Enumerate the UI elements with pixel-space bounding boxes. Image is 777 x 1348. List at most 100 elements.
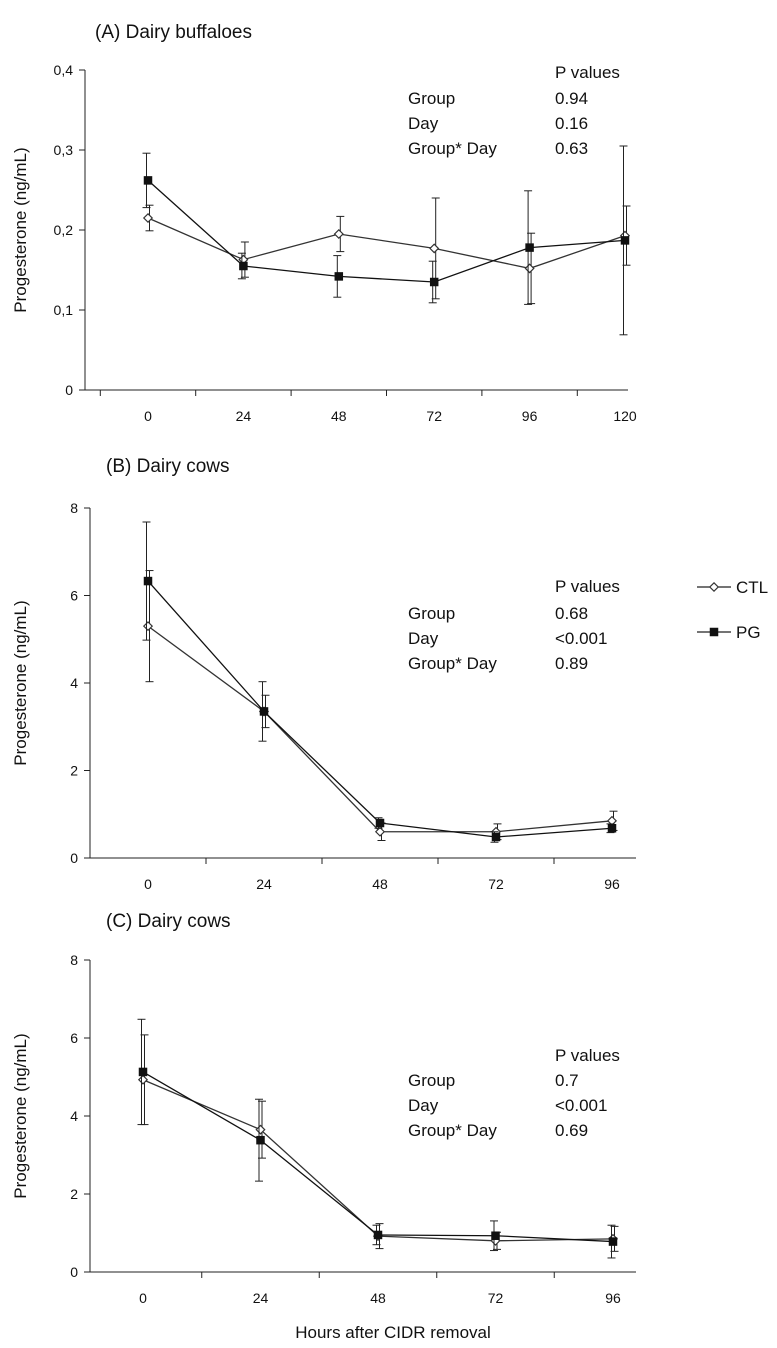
p-values-header: P values xyxy=(555,63,620,82)
y-tick-label: 0 xyxy=(70,850,78,866)
p-values-header: P values xyxy=(555,1046,620,1065)
series-line xyxy=(147,179,626,283)
y-tick-label: 2 xyxy=(70,763,78,779)
data-point xyxy=(491,832,501,842)
x-tick-label: 72 xyxy=(426,408,442,424)
data-point xyxy=(429,277,439,287)
p-value-label: Group* Day xyxy=(408,654,497,673)
series-line xyxy=(147,217,626,270)
data-point xyxy=(138,1067,148,1077)
series-line xyxy=(147,580,613,838)
p-values-header: P values xyxy=(555,577,620,596)
y-tick-label: 6 xyxy=(70,588,78,604)
y-tick-label: 4 xyxy=(70,675,78,691)
data-point xyxy=(375,818,385,828)
data-point xyxy=(239,261,248,271)
data-point xyxy=(255,1124,266,1135)
x-tick-label: 96 xyxy=(605,1290,621,1306)
p-value: 0.63 xyxy=(555,139,588,158)
y-axis-label: Progesterone (ng/mL) xyxy=(11,1033,30,1198)
p-values-table: P values Group 0.7 Day <0.001 Group* Day 0.69 xyxy=(408,1046,620,1140)
p-value-label: Day xyxy=(408,629,439,648)
p-value: 0.7 xyxy=(555,1071,579,1090)
legend-label: PG xyxy=(736,623,761,642)
p-value-label: Group* Day xyxy=(408,1121,497,1140)
legend-marker xyxy=(709,627,719,637)
x-tick-label: 96 xyxy=(604,876,620,892)
p-value-label: Group xyxy=(408,89,455,108)
y-tick-label: 0 xyxy=(65,382,73,398)
chart-title: (C) Dairy cows xyxy=(106,911,231,932)
legend: CTL PG xyxy=(697,578,768,642)
data-point xyxy=(373,1230,383,1240)
y-tick-label: 0,3 xyxy=(54,142,74,158)
y-tick-label: 8 xyxy=(70,952,78,968)
x-tick-label: 72 xyxy=(488,1290,504,1306)
p-value: 0.94 xyxy=(555,89,588,108)
y-tick-label: 0 xyxy=(70,1264,78,1280)
series-line xyxy=(147,625,613,833)
data-point xyxy=(429,243,440,254)
chart-panel-a: (A) Dairy buffaloes 0 0,1 0,2 0,3 0,4 0 24 48 72 9… xyxy=(11,22,637,424)
legend-label: CTL xyxy=(736,578,768,597)
p-value: 0.16 xyxy=(555,114,588,133)
legend-marker xyxy=(708,581,720,593)
data-point xyxy=(143,576,153,586)
x-tick-label: 48 xyxy=(372,876,388,892)
y-tick-label: 0,4 xyxy=(54,62,74,78)
data-point xyxy=(256,1135,265,1145)
p-values-table: P values Group 0.68 Day <0.001 Group* Day 0.89 xyxy=(408,577,620,673)
x-tick-label: 0 xyxy=(139,1290,147,1306)
y-axis-label: Progesterone (ng/mL) xyxy=(11,147,30,312)
data-point xyxy=(334,272,344,281)
x-tick-label: 0 xyxy=(144,876,152,892)
series-pg xyxy=(142,521,617,843)
series-pg xyxy=(142,145,630,336)
data-point xyxy=(333,228,344,240)
data-point xyxy=(142,621,154,632)
p-values-table: P values Group 0.94 Day 0.16 Group* Day 0.63 xyxy=(408,63,620,158)
data-point xyxy=(137,1074,149,1085)
p-value-label: Group* Day xyxy=(408,139,497,158)
x-tick-label: 96 xyxy=(522,408,538,424)
data-point xyxy=(142,212,154,224)
y-tick-label: 6 xyxy=(70,1030,78,1046)
x-tick-label: 72 xyxy=(488,876,504,892)
p-value-label: Group xyxy=(408,1071,455,1090)
x-tick-label: 0 xyxy=(144,408,152,424)
x-axis-label: Hours after CIDR removal xyxy=(295,1323,491,1342)
x-tick-label: 120 xyxy=(613,408,637,424)
data-point xyxy=(491,1231,500,1240)
x-tick-label: 24 xyxy=(236,408,252,424)
data-point xyxy=(620,236,630,245)
series-pg xyxy=(137,1018,618,1259)
p-value-label: Day xyxy=(408,1096,439,1115)
y-tick-label: 4 xyxy=(70,1108,78,1124)
x-tick-label: 24 xyxy=(256,876,272,892)
y-tick-label: 8 xyxy=(70,500,78,516)
data-point xyxy=(524,263,535,274)
p-value: 0.69 xyxy=(555,1121,588,1140)
data-point xyxy=(525,243,534,252)
y-axis-label: Progesterone (ng/mL) xyxy=(11,600,30,765)
data-point xyxy=(608,1237,618,1246)
x-tick-label: 48 xyxy=(370,1290,386,1306)
chart-title: (B) Dairy cows xyxy=(106,456,230,477)
data-point xyxy=(607,824,617,833)
y-tick-label: 2 xyxy=(70,1186,78,1202)
p-value: <0.001 xyxy=(555,1096,607,1115)
p-value-label: Day xyxy=(408,114,439,133)
p-value: 0.68 xyxy=(555,604,588,623)
data-point xyxy=(374,826,386,837)
legend-item-ctl: CTL xyxy=(697,578,768,597)
series-line xyxy=(142,1079,614,1242)
p-value: <0.001 xyxy=(555,629,607,648)
y-tick-label: 0,1 xyxy=(54,302,74,318)
series-ctl xyxy=(142,570,618,841)
p-value-label: Group xyxy=(408,604,455,623)
x-tick-label: 48 xyxy=(331,408,347,424)
chart-title: (A) Dairy buffaloes xyxy=(95,22,252,43)
legend-item-pg: PG xyxy=(697,623,761,642)
